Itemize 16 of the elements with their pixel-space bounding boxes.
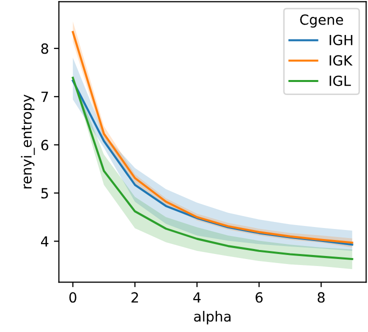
- y-tick-label: 4: [41, 236, 48, 247]
- x-tick-label: 8: [318, 292, 325, 303]
- y-axis-title: renyi_entropy: [20, 94, 35, 188]
- legend-title: Cgene: [300, 14, 344, 28]
- x-tick-label: 6: [256, 292, 263, 303]
- legend-label: IGH: [330, 34, 352, 46]
- x-tick-label: 0: [69, 292, 76, 303]
- x-tick-label: 4: [193, 292, 201, 302]
- y-tick-label: 5: [41, 188, 48, 198]
- legend-label: IGL: [330, 76, 351, 86]
- x-axis-title: alpha: [194, 310, 231, 324]
- y-tick-label: 7: [41, 92, 48, 102]
- x-tick-label: 2: [132, 292, 138, 302]
- y-tick-label: 8: [41, 43, 48, 54]
- y-tick-label: 6: [41, 140, 48, 150]
- legend-label: IGK: [330, 55, 353, 66]
